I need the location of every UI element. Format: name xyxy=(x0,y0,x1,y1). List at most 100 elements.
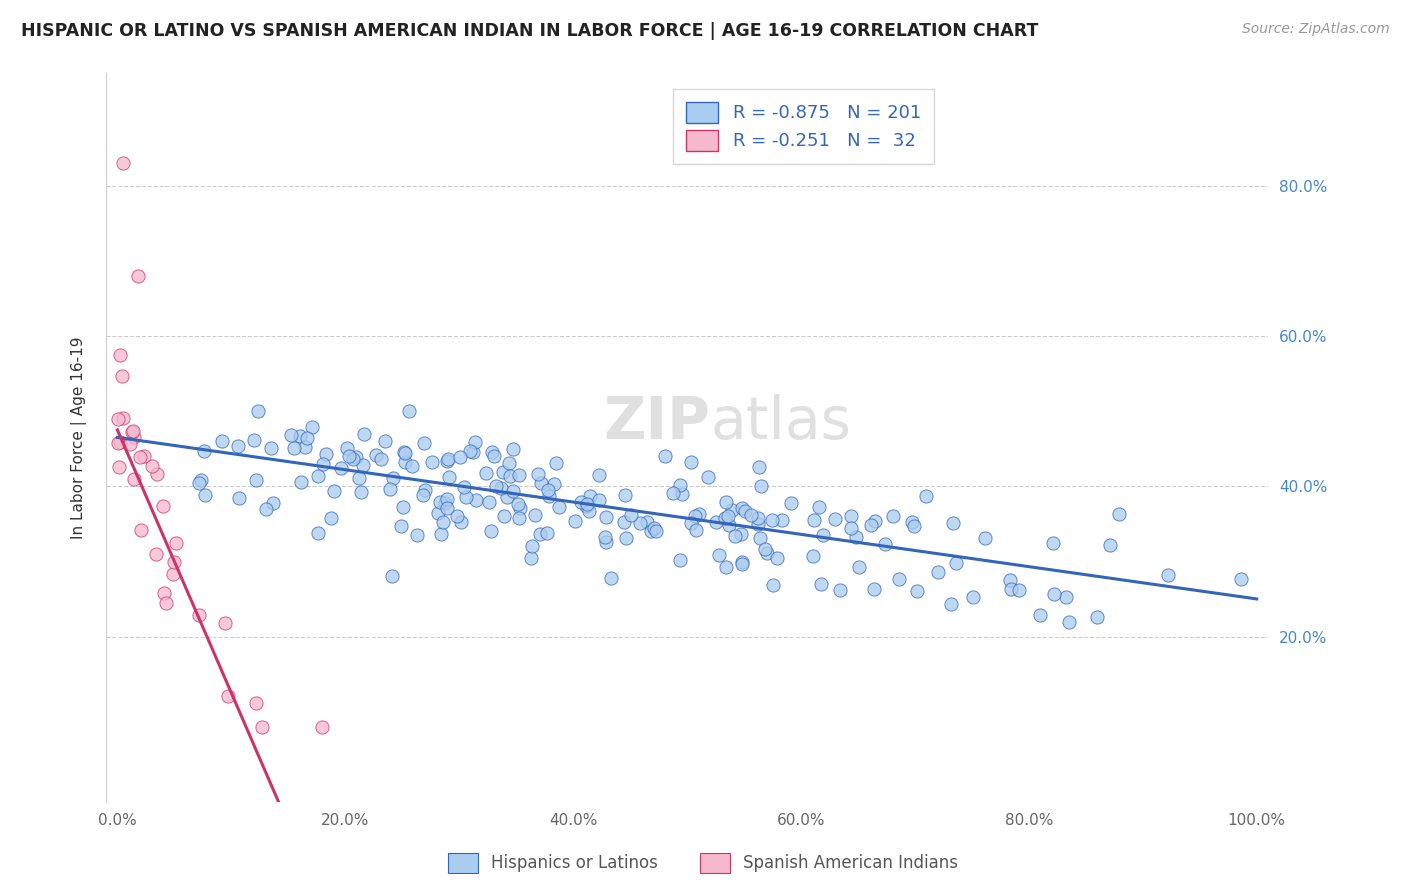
Point xyxy=(536,525,558,540)
Point xyxy=(595,510,617,524)
Point xyxy=(643,521,665,535)
Point xyxy=(436,491,458,506)
Point xyxy=(120,436,142,450)
Point xyxy=(761,513,783,527)
Point xyxy=(974,531,997,545)
Point xyxy=(352,458,374,473)
Point xyxy=(336,442,359,456)
Point xyxy=(165,536,187,550)
Point xyxy=(492,465,515,479)
Point xyxy=(211,434,233,449)
Point xyxy=(465,493,488,508)
Point xyxy=(499,469,522,483)
Point xyxy=(482,449,505,463)
Point xyxy=(863,515,886,529)
Point xyxy=(107,412,129,426)
Point xyxy=(1085,610,1108,624)
Point xyxy=(307,468,329,483)
Point xyxy=(413,436,436,450)
Point xyxy=(803,513,825,527)
Point xyxy=(502,483,524,498)
Point xyxy=(307,526,329,541)
Point xyxy=(620,508,643,522)
Point xyxy=(294,440,316,454)
Point xyxy=(530,476,553,491)
Point xyxy=(153,586,176,600)
Point xyxy=(301,420,323,434)
Point xyxy=(392,444,415,458)
Point xyxy=(524,508,547,523)
Point xyxy=(283,442,305,456)
Point xyxy=(578,489,600,503)
Point xyxy=(751,479,773,493)
Point xyxy=(599,571,621,585)
Point xyxy=(1108,507,1130,521)
Point xyxy=(370,452,392,467)
Legend: R = -0.875   N = 201, R = -0.251   N =  32: R = -0.875 N = 201, R = -0.251 N = 32 xyxy=(673,89,934,163)
Point xyxy=(193,487,215,501)
Point xyxy=(430,526,453,541)
Point xyxy=(163,555,186,569)
Point xyxy=(801,549,824,563)
Point xyxy=(595,535,617,549)
Point xyxy=(942,516,965,531)
Point xyxy=(724,528,747,542)
Point xyxy=(496,490,519,504)
Point xyxy=(848,559,870,574)
Point xyxy=(429,495,451,509)
Point xyxy=(679,516,702,531)
Point xyxy=(811,527,834,541)
Point xyxy=(458,443,481,458)
Point xyxy=(436,452,458,467)
Point xyxy=(280,428,302,442)
Point xyxy=(808,500,831,514)
Point xyxy=(389,518,412,533)
Point xyxy=(347,471,370,485)
Point xyxy=(290,428,312,442)
Point xyxy=(478,494,501,508)
Point xyxy=(1054,590,1077,604)
Point xyxy=(111,411,134,425)
Point xyxy=(436,454,458,468)
Point xyxy=(522,539,544,553)
Point xyxy=(685,523,707,537)
Point xyxy=(112,156,135,170)
Point xyxy=(262,496,284,510)
Point xyxy=(436,500,458,515)
Point xyxy=(730,501,752,516)
Point xyxy=(260,441,283,455)
Point xyxy=(374,434,396,448)
Point xyxy=(704,516,727,530)
Point xyxy=(311,720,333,734)
Point xyxy=(839,509,862,524)
Point xyxy=(152,499,174,513)
Point xyxy=(945,556,967,570)
Point xyxy=(845,530,868,544)
Point xyxy=(217,689,239,703)
Point xyxy=(453,480,475,494)
Point xyxy=(734,504,756,518)
Text: HISPANIC OR LATINO VS SPANISH AMERICAN INDIAN IN LABOR FORCE | AGE 16-19 CORRELA: HISPANIC OR LATINO VS SPANISH AMERICAN I… xyxy=(21,22,1039,40)
Point xyxy=(613,516,636,530)
Point xyxy=(245,696,267,710)
Point xyxy=(588,468,610,483)
Point xyxy=(828,582,851,597)
Point xyxy=(730,527,752,541)
Point xyxy=(489,482,512,496)
Point xyxy=(962,591,984,605)
Point xyxy=(754,542,776,557)
Point xyxy=(381,568,404,582)
Point xyxy=(162,567,184,582)
Point xyxy=(616,531,638,545)
Point xyxy=(427,506,450,520)
Point xyxy=(1230,572,1253,586)
Point xyxy=(254,501,277,516)
Point xyxy=(766,551,789,566)
Point xyxy=(939,597,962,611)
Point xyxy=(824,512,846,526)
Point xyxy=(464,434,486,449)
Point xyxy=(401,458,423,473)
Point xyxy=(636,515,658,529)
Point xyxy=(450,515,472,529)
Point xyxy=(364,448,387,462)
